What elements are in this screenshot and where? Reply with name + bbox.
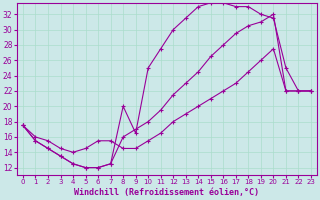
X-axis label: Windchill (Refroidissement éolien,°C): Windchill (Refroidissement éolien,°C): [75, 188, 260, 197]
